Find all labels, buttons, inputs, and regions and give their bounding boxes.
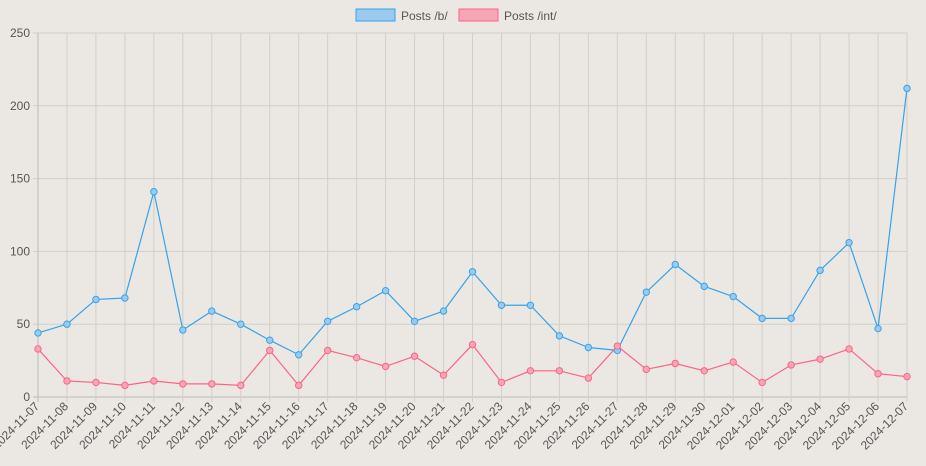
data-point-posts-b[interactable]	[439, 307, 448, 315]
y-tick-label: 150	[10, 172, 30, 186]
data-point-posts-int[interactable]	[671, 359, 679, 368]
data-point-posts-b[interactable]	[92, 295, 100, 304]
data-point-posts-int[interactable]	[121, 381, 129, 390]
data-point-posts-b[interactable]	[381, 287, 390, 295]
data-point-posts-b[interactable]	[845, 238, 853, 247]
data-point-posts-int[interactable]	[295, 381, 303, 390]
data-point-posts-b[interactable]	[237, 320, 245, 328]
data-point-posts-int[interactable]	[787, 361, 795, 369]
data-point-posts-int[interactable]	[468, 340, 477, 349]
data-point-posts-int[interactable]	[323, 346, 332, 355]
data-point-posts-int[interactable]	[179, 380, 187, 388]
data-point-posts-int[interactable]	[555, 367, 564, 375]
legend-label-posts-b[interactable]: Posts /b/	[401, 9, 448, 23]
data-point-posts-b[interactable]	[266, 336, 274, 344]
legend-swatch-posts-b[interactable]	[355, 8, 396, 22]
data-point-posts-b[interactable]	[903, 84, 911, 93]
data-point-posts-b[interactable]	[816, 266, 824, 275]
data-point-posts-int[interactable]	[845, 345, 853, 353]
data-point-posts-b[interactable]	[758, 314, 766, 323]
data-point-posts-int[interactable]	[410, 352, 419, 360]
data-point-posts-int[interactable]	[34, 345, 42, 353]
data-point-posts-int[interactable]	[439, 371, 448, 379]
data-point-posts-b[interactable]	[555, 332, 564, 340]
data-point-posts-b[interactable]	[584, 343, 593, 352]
data-point-posts-b[interactable]	[121, 294, 129, 302]
data-point-posts-int[interactable]	[381, 362, 390, 371]
data-point-posts-b[interactable]	[468, 268, 477, 276]
y-axis: 0 50 100 150 200 250	[10, 26, 30, 404]
legend-label-posts-int[interactable]: Posts /int/	[504, 9, 557, 23]
data-point-posts-b[interactable]	[150, 188, 158, 196]
data-point-posts-b[interactable]	[410, 317, 419, 325]
data-point-posts-int[interactable]	[613, 342, 622, 350]
data-point-posts-b[interactable]	[63, 320, 71, 328]
y-tick-label: 0	[23, 390, 30, 404]
data-point-posts-int[interactable]	[266, 346, 274, 355]
data-point-posts-int[interactable]	[700, 367, 708, 375]
chart-gridlines	[33, 32, 908, 402]
chart-legend: Posts /b/ Posts /int/	[355, 8, 557, 23]
data-point-posts-int[interactable]	[150, 377, 158, 385]
data-point-posts-b[interactable]	[874, 324, 882, 333]
data-point-posts-b[interactable]	[671, 260, 679, 269]
data-point-posts-b[interactable]	[179, 326, 187, 334]
data-point-posts-b[interactable]	[787, 314, 795, 323]
y-tick-label: 50	[17, 317, 31, 331]
data-point-posts-int[interactable]	[352, 353, 361, 362]
y-tick-label: 200	[10, 99, 30, 113]
data-point-posts-b[interactable]	[34, 329, 42, 337]
data-point-posts-b[interactable]	[526, 301, 535, 309]
x-axis: 2024-11-072024-11-082024-11-092024-11-10…	[0, 399, 911, 453]
data-point-posts-b[interactable]	[208, 307, 216, 315]
data-point-posts-int[interactable]	[642, 365, 650, 374]
series-points	[34, 84, 911, 390]
data-point-posts-b[interactable]	[700, 282, 708, 291]
data-point-posts-int[interactable]	[526, 367, 535, 375]
data-point-posts-int[interactable]	[237, 381, 245, 390]
data-point-posts-b[interactable]	[352, 303, 361, 311]
data-point-posts-b[interactable]	[323, 317, 332, 325]
data-point-posts-b[interactable]	[642, 288, 650, 296]
y-tick-label: 100	[10, 244, 30, 258]
data-point-posts-int[interactable]	[92, 378, 100, 387]
data-point-posts-int[interactable]	[903, 372, 911, 381]
data-point-posts-b[interactable]	[729, 292, 737, 301]
data-point-posts-int[interactable]	[758, 378, 766, 387]
data-point-posts-int[interactable]	[63, 377, 71, 385]
data-point-posts-b[interactable]	[497, 301, 506, 309]
data-point-posts-int[interactable]	[497, 378, 506, 387]
data-point-posts-int[interactable]	[208, 380, 216, 388]
y-tick-label: 250	[10, 26, 30, 40]
data-point-posts-int[interactable]	[729, 358, 737, 366]
data-point-posts-b[interactable]	[295, 351, 303, 359]
data-point-posts-int[interactable]	[584, 374, 593, 382]
data-point-posts-int[interactable]	[874, 370, 882, 378]
data-point-posts-int[interactable]	[816, 355, 824, 363]
legend-swatch-posts-int[interactable]	[458, 8, 499, 22]
